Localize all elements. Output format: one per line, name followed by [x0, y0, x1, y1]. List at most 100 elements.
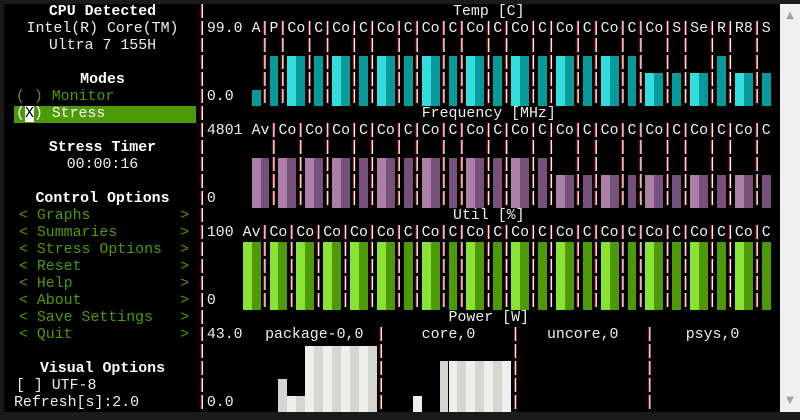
divider: | — [725, 259, 735, 275]
column-label: Co — [421, 21, 440, 37]
divider: | — [752, 21, 762, 37]
divider: | — [511, 327, 521, 343]
mode-label: Stress — [51, 106, 106, 122]
divider: | — [663, 123, 673, 139]
divider: | — [439, 225, 449, 241]
divider: | — [412, 89, 422, 105]
divider: | — [752, 72, 762, 88]
bar — [287, 56, 297, 106]
mode-monitor-radio[interactable]: ( ) Monitor — [16, 89, 114, 106]
divider: | — [457, 123, 467, 139]
divider: | — [367, 174, 377, 190]
divider: | — [197, 174, 207, 190]
bar — [734, 73, 744, 106]
menu-item[interactable]: < Save Settings > — [19, 310, 189, 327]
column-label: Co — [600, 21, 619, 37]
menu-item[interactable]: < Stress Options > — [19, 242, 189, 259]
column-label: Co — [323, 225, 342, 241]
divider: | — [708, 89, 717, 105]
divider: | — [663, 174, 673, 190]
column-label: Co — [555, 225, 574, 241]
divider: | — [529, 293, 538, 309]
divider: | — [197, 276, 207, 292]
divider: | — [197, 259, 207, 275]
bar — [511, 56, 521, 106]
divider: | — [484, 225, 494, 241]
bar — [761, 73, 771, 106]
divider: | — [341, 259, 351, 275]
bar — [493, 56, 503, 106]
bar — [645, 242, 655, 310]
scrollbar[interactable]: ▲ ▼ — [780, 4, 800, 412]
radio-checked: X — [24, 106, 34, 122]
divider: | — [287, 225, 297, 241]
column-label: Co — [296, 225, 315, 241]
divider: | — [305, 38, 315, 54]
y-axis-min-label: 0.0 — [206, 89, 234, 105]
column-label: C — [717, 225, 726, 241]
divider: | — [367, 293, 377, 309]
divider: | — [457, 225, 467, 241]
divider: | — [484, 140, 494, 156]
divider: | — [529, 38, 538, 54]
bar — [448, 56, 458, 106]
divider: | — [529, 123, 538, 139]
divider: | — [412, 293, 422, 309]
menu-item[interactable]: < Help > — [19, 276, 189, 293]
bar — [609, 175, 619, 208]
mode-stress-radio[interactable]: (X) Stress — [14, 106, 196, 123]
y-axis-max-label: 4801 — [206, 123, 243, 139]
bar — [421, 242, 431, 310]
menu-item[interactable]: < Graphs > — [19, 208, 189, 225]
divider: | — [197, 208, 207, 224]
bar — [314, 346, 324, 412]
divider: | — [457, 242, 467, 258]
divider: | — [439, 89, 449, 105]
column-label: C — [627, 21, 637, 37]
divider: | — [529, 242, 538, 258]
divider: | — [260, 21, 270, 37]
divider: | — [752, 123, 762, 139]
bar — [600, 175, 610, 208]
menu-item[interactable]: < About > — [19, 293, 189, 310]
divider: | — [636, 174, 646, 190]
divider: | — [502, 293, 512, 309]
divider: | — [636, 157, 646, 173]
column-label: R8 — [734, 21, 753, 37]
divider: | — [376, 361, 386, 377]
bar — [645, 73, 655, 106]
divider: | — [591, 89, 601, 105]
bar — [690, 242, 700, 310]
bar — [421, 56, 431, 106]
divider: | — [197, 123, 207, 139]
control-options-heading: Control Options — [35, 191, 170, 207]
cpu-name-line2: Ultra 7 155H — [48, 38, 157, 54]
divider: | — [618, 259, 628, 275]
divider: | — [618, 123, 628, 139]
divider: | — [752, 38, 762, 54]
divider: | — [197, 55, 207, 71]
bar — [403, 56, 413, 106]
utf8-checkbox[interactable]: [ ] UTF-8 — [16, 378, 96, 395]
bar — [359, 158, 368, 208]
divider: | — [376, 378, 386, 394]
divider: | — [457, 191, 467, 207]
column-label: P — [269, 21, 279, 37]
bar — [538, 158, 547, 208]
refresh-rate-field[interactable]: Refresh[s]:2.0 — [14, 395, 140, 411]
divider: | — [752, 276, 762, 292]
column-label: C — [761, 123, 771, 139]
scroll-down-arrow-icon[interactable]: ▼ — [786, 395, 794, 406]
y-axis-min-label: 0 — [206, 293, 216, 309]
divider: | — [412, 242, 422, 258]
menu-item[interactable]: < Reset > — [19, 259, 189, 276]
menu-item[interactable]: < Quit > — [19, 327, 189, 344]
divider: | — [260, 72, 270, 88]
bar — [296, 242, 306, 310]
bar — [555, 56, 565, 106]
bar — [690, 175, 700, 208]
scroll-up-arrow-icon[interactable]: ▲ — [786, 10, 794, 21]
menu-item[interactable]: < Summaries > — [19, 225, 189, 242]
divider: | — [636, 72, 646, 88]
divider: | — [394, 191, 404, 207]
